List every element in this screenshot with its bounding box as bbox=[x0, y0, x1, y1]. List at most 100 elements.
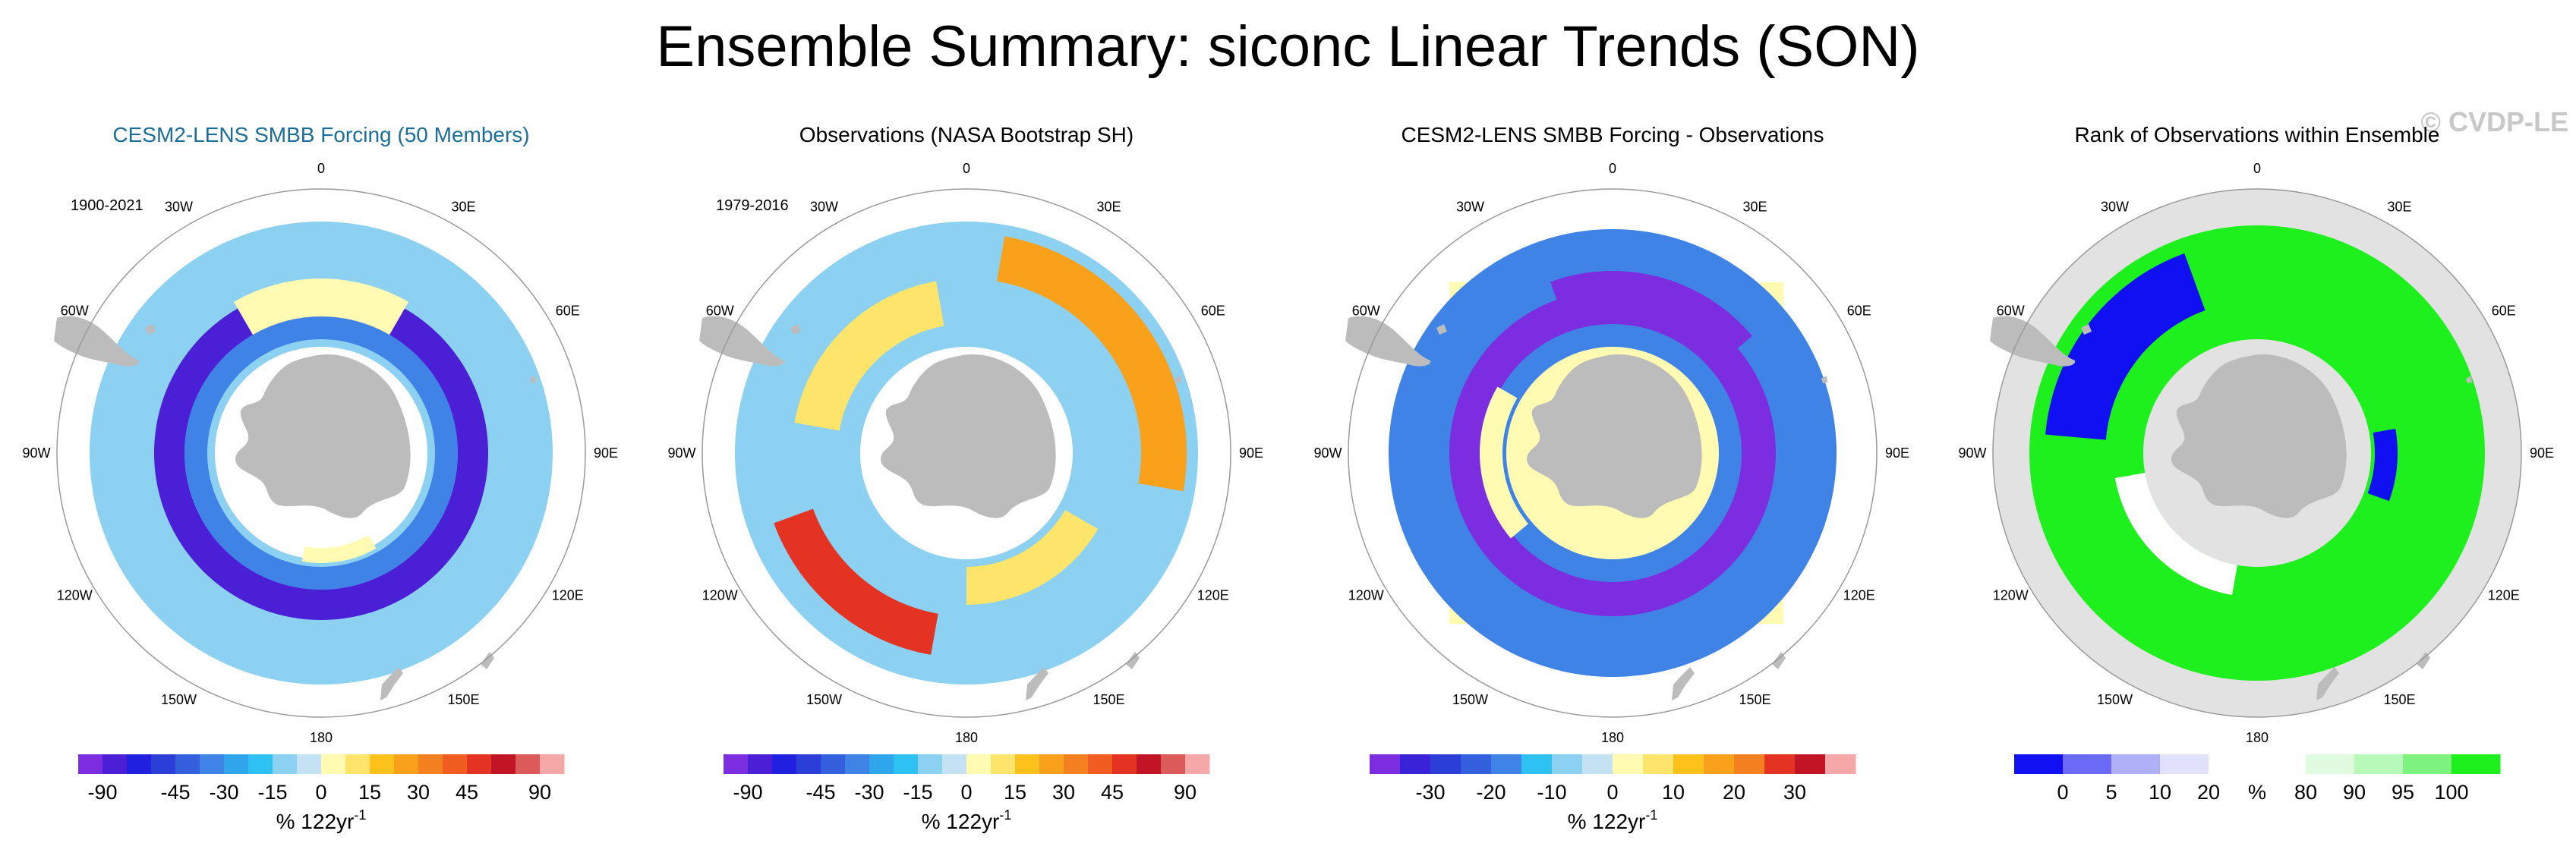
longitude-label: 0 bbox=[1609, 161, 1616, 176]
map-panel-3: 0 30E 60E 90E 120E 150E 180 150W 120W 90W 60W 30W CE… bbox=[1313, 123, 1909, 745]
colorbar-tick-label: 90 bbox=[1174, 781, 1197, 804]
colorbar-tick-label: % bbox=[2248, 781, 2266, 804]
trend-region-4 bbox=[2114, 473, 2237, 596]
colorbar-tick-label: -15 bbox=[257, 781, 287, 804]
longitude-label: 60E bbox=[556, 304, 580, 319]
longitude-label: 120W bbox=[1348, 588, 1384, 603]
colorbar-cell bbox=[1613, 754, 1644, 774]
colorbar-tick-label: -45 bbox=[160, 781, 190, 804]
trend-region-4 bbox=[1550, 271, 1752, 360]
colorbar-cell bbox=[2063, 754, 2112, 774]
globe-outline bbox=[56, 188, 586, 718]
longitude-label: 90E bbox=[594, 445, 618, 461]
colorbar-tick-label: 20 bbox=[1723, 781, 1745, 804]
colorbar-cell bbox=[2354, 754, 2404, 774]
colorbar-cell bbox=[491, 754, 516, 774]
colorbar-label-exponent: -1 bbox=[999, 807, 1011, 823]
colorbar-cell bbox=[540, 754, 565, 774]
colorbar-tick-label: 0 bbox=[315, 781, 326, 804]
colorbar-cell bbox=[942, 754, 967, 774]
period-label: 1900-2021 bbox=[71, 197, 143, 214]
colorbar-cell bbox=[1521, 754, 1553, 774]
colorbar-cell bbox=[127, 754, 152, 774]
colorbar-tick-label: 45 bbox=[1101, 781, 1124, 804]
period-label: 1979-2016 bbox=[716, 197, 789, 214]
colorbar-cell bbox=[1137, 754, 1162, 774]
longitude-label: 120E bbox=[2488, 588, 2520, 603]
trend-region-3 bbox=[996, 236, 1187, 492]
colorbar-cell bbox=[1015, 754, 1040, 774]
longitude-label: 150E bbox=[1093, 692, 1124, 707]
longitude-label: 30W bbox=[810, 199, 838, 214]
field-layer bbox=[735, 222, 1199, 685]
colorbar-cell bbox=[821, 754, 846, 774]
longitude-label: 60E bbox=[2492, 304, 2516, 319]
longitude-label: 90W bbox=[1958, 445, 1986, 461]
longitude-label: 0 bbox=[963, 161, 970, 176]
longitude-label: 0 bbox=[2253, 161, 2261, 176]
colorbar-cell bbox=[345, 754, 370, 774]
panel-title: Rank of Observations within Ensemble bbox=[2075, 123, 2440, 146]
colorbar-tick-label: 20 bbox=[2197, 781, 2220, 804]
longitude-label: 180 bbox=[310, 730, 333, 745]
colorbar-cell bbox=[1825, 754, 1856, 774]
colorbar-cell bbox=[869, 754, 894, 774]
longitude-label: 60W bbox=[1997, 304, 2025, 319]
colorbar-cell bbox=[78, 754, 103, 774]
colorbar-tick-label: 15 bbox=[1004, 781, 1026, 804]
colorbar-cell bbox=[443, 754, 468, 774]
longitude-label: 60W bbox=[706, 304, 734, 319]
globe-outline bbox=[1992, 188, 2522, 718]
colorbar-cell bbox=[2306, 754, 2355, 774]
colorbar-tick-label: -15 bbox=[903, 781, 932, 804]
longitude-label: 90E bbox=[1885, 445, 1909, 461]
globe-outline bbox=[1348, 188, 1878, 718]
colorbar-label-exponent: -1 bbox=[354, 807, 366, 823]
colorbar-tick-label: -30 bbox=[1415, 781, 1445, 804]
colorbar-cell bbox=[1704, 754, 1735, 774]
longitude-label: 180 bbox=[1601, 730, 1624, 745]
trend-region-5 bbox=[2367, 428, 2398, 502]
longitude-label: 90E bbox=[1239, 445, 1263, 461]
longitude-label: 120W bbox=[1993, 588, 2029, 603]
longitude-label: 30W bbox=[1456, 199, 1484, 214]
colorbar-cell bbox=[1734, 754, 1765, 774]
longitude-label: 150E bbox=[447, 692, 479, 707]
colorbar-label: % 122yr-1 bbox=[922, 807, 1012, 833]
colorbar-cell bbox=[748, 754, 773, 774]
longitude-label: 120W bbox=[702, 588, 738, 603]
colorbar-tick-label: 100 bbox=[2434, 781, 2468, 804]
colorbar-tick-label: 45 bbox=[456, 781, 478, 804]
trend-region-4 bbox=[234, 279, 408, 335]
colorbar-cell bbox=[516, 754, 541, 774]
colorbar-tick-label: -90 bbox=[87, 781, 117, 804]
field-layer bbox=[1389, 229, 1837, 677]
longitude-label: 60W bbox=[61, 304, 89, 319]
colorbar-cell bbox=[151, 754, 176, 774]
colorbar-cell bbox=[1370, 754, 1401, 774]
colorbar-cell bbox=[370, 754, 395, 774]
colorbar-cell bbox=[1491, 754, 1522, 774]
colorbar-cell bbox=[273, 754, 298, 774]
colorbar-2: -90 -45 -30 -15 0 15 30 45 90 % 122yr-1 bbox=[724, 754, 1210, 833]
colorbar-4: 0 5 10 20% 80 90 95 100 bbox=[2014, 754, 2501, 804]
colorbar-cell bbox=[1185, 754, 1210, 774]
colorbar-tick-label: -30 bbox=[209, 781, 238, 804]
colorbar-cell bbox=[297, 754, 322, 774]
longitude-label: 120E bbox=[1197, 588, 1229, 603]
longitude-label: 150W bbox=[806, 692, 842, 707]
colorbar-cell bbox=[1039, 754, 1064, 774]
longitude-label: 90E bbox=[2530, 445, 2554, 461]
colorbar-tick-label: 30 bbox=[1783, 781, 1806, 804]
colorbar-tick-label: -30 bbox=[854, 781, 884, 804]
colorbar-cell bbox=[418, 754, 443, 774]
colorbar-tick-label: 30 bbox=[1052, 781, 1075, 804]
colorbar-cell bbox=[2257, 754, 2306, 774]
longitude-label: 60W bbox=[1352, 304, 1380, 319]
colorbar-cell bbox=[2451, 754, 2501, 774]
map-panel-4: 0 30E 60E 90E 120E 150E 180 150W 120W 90W 60W 30W Ra… bbox=[1958, 123, 2554, 745]
colorbar-tick-label: -20 bbox=[1476, 781, 1506, 804]
colorbar-tick-label: 30 bbox=[407, 781, 430, 804]
longitude-label: 120W bbox=[57, 588, 93, 603]
